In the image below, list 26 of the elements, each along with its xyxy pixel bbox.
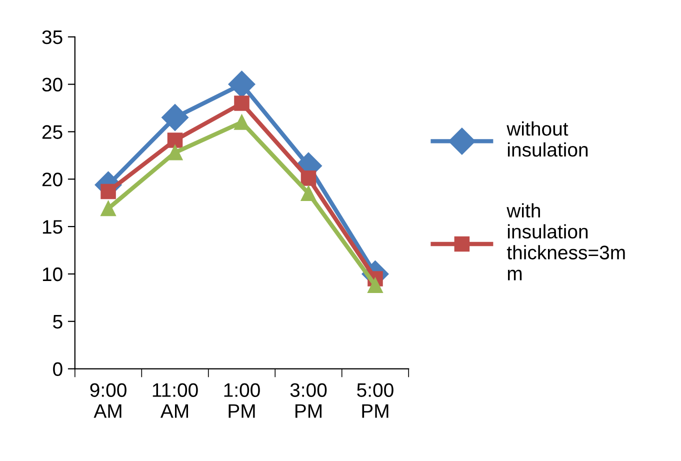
x-tick-label: 9:00 AM: [90, 383, 126, 418]
x-tick-label: 1:00 PM: [224, 383, 260, 418]
point: [228, 70, 256, 98]
y-tick-label: 15: [42, 220, 62, 234]
legend-label: with insulation thickness=3m m: [506, 203, 625, 280]
point: [234, 96, 250, 111]
x-tick-label: 5:00 PM: [357, 383, 394, 418]
point: [300, 186, 316, 201]
point: [234, 114, 250, 130]
y-tick-label: 0: [53, 362, 62, 376]
point: [368, 278, 383, 293]
point: [300, 170, 316, 186]
point: [100, 200, 116, 216]
y-tick-label: 5: [53, 315, 62, 329]
point: [167, 144, 183, 160]
point: [162, 104, 188, 131]
y-tick-label: 25: [42, 125, 62, 139]
point: [167, 132, 183, 148]
y-tick-label: 10: [42, 267, 62, 282]
legend-label: without insulation: [506, 121, 588, 157]
y-tick-label: 20: [42, 172, 62, 186]
y-tick-label: 30: [42, 78, 62, 92]
x-tick-label: 3:00 PM: [290, 383, 327, 418]
y-tick-label: 35: [42, 30, 62, 44]
point: [100, 184, 116, 200]
x-tick-label: 11:00 AM: [152, 383, 198, 418]
